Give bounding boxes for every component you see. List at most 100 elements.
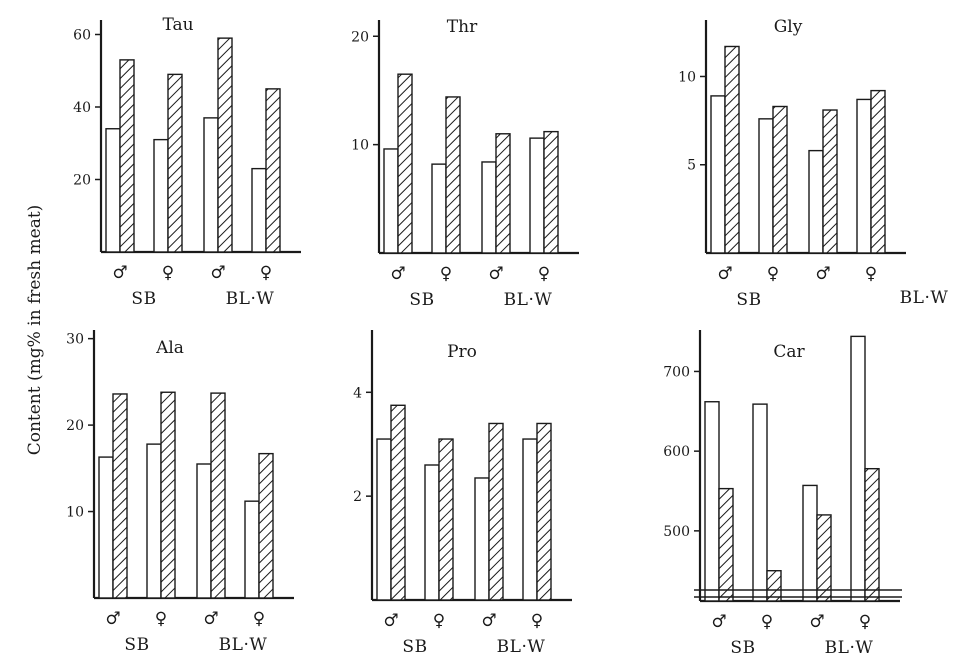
plain-bar-2 <box>424 464 440 601</box>
hatched-bar-4 <box>258 452 274 599</box>
y-tick-label: 2 <box>353 489 362 505</box>
female-symbol: ♀ <box>260 263 272 283</box>
y-axis-label: Content (mg% in fresh meat) <box>25 205 45 456</box>
group-label-sb: SB <box>131 289 156 309</box>
y-tick-label: 40 <box>73 100 91 116</box>
panel-title: Pro <box>447 342 477 362</box>
hatched-bar-1 <box>112 393 128 599</box>
plain-bar-3 <box>808 149 824 254</box>
y-tick-label: 4 <box>353 385 362 401</box>
hatched-bar-1 <box>119 59 135 253</box>
y-tick-label: 700 <box>663 364 690 380</box>
plain-bar-1 <box>98 456 114 599</box>
chart-panel-pro: Pro 2 4 ♂ ♀ ♂ ♀ SB BL·W <box>353 330 572 657</box>
plain-bar-1 <box>704 401 720 602</box>
group-label-sb: SB <box>730 638 755 658</box>
plain-bar-1 <box>710 95 726 254</box>
plain-bar-1 <box>105 128 121 253</box>
plain-bar-3 <box>203 117 219 253</box>
hatched-bar-4 <box>543 130 559 254</box>
female-symbol: ♀ <box>253 609 265 629</box>
hatched-bar-2 <box>772 105 788 254</box>
hatched-bar-2 <box>160 391 176 599</box>
group-label-blw: BL·W <box>226 289 275 309</box>
hatched-bar-2 <box>438 438 454 601</box>
plain-bar-2 <box>153 138 169 253</box>
y-tick-label: 500 <box>663 524 690 540</box>
chart-panel-thr: Thr 10 20 ♂ ♀ ♂ ♀ SB BL·W <box>351 17 579 310</box>
group-label-sb: SB <box>409 290 434 310</box>
plain-bar-3 <box>481 161 497 254</box>
panel-title: Gly <box>774 17 803 37</box>
group-label-blw: BL·W <box>497 637 546 657</box>
hatched-bar-4 <box>265 88 281 253</box>
male-symbol: ♂ <box>390 264 405 284</box>
y-tick-label: 20 <box>66 418 84 434</box>
female-symbol: ♀ <box>162 263 174 283</box>
y-tick-label: 10 <box>351 138 369 154</box>
male-symbol: ♂ <box>383 611 398 631</box>
plain-bar-3 <box>196 463 212 599</box>
male-symbol: ♂ <box>815 264 830 284</box>
plain-bar-3 <box>474 477 490 601</box>
plain-bar-2 <box>431 163 447 254</box>
female-symbol: ♀ <box>433 611 445 631</box>
plain-bar-4 <box>522 438 538 601</box>
y-tick-label: 10 <box>678 69 696 85</box>
chart-panel-car: Car 500 600 700 ♂ ♀ ♂ ♀ SB BL·W <box>663 330 902 658</box>
hatched-bar-1 <box>718 487 734 602</box>
y-tick-label: 20 <box>351 29 369 45</box>
female-symbol: ♀ <box>859 612 871 632</box>
male-symbol: ♂ <box>809 612 824 632</box>
panel-title: Tau <box>162 15 193 35</box>
hatched-bar-3 <box>495 133 511 254</box>
female-symbol: ♀ <box>538 264 550 284</box>
plain-bar-3 <box>802 484 818 602</box>
male-symbol: ♂ <box>105 609 120 629</box>
hatched-bar-4 <box>536 422 552 601</box>
female-symbol: ♀ <box>531 611 543 631</box>
female-symbol: ♀ <box>865 264 877 284</box>
group-label-sb: SB <box>736 290 761 310</box>
hatched-bar-3 <box>816 514 832 602</box>
hatched-bar-4 <box>870 89 886 254</box>
hatched-bar-3 <box>488 422 504 601</box>
panel-title: Thr <box>447 17 478 37</box>
y-tick-label: 600 <box>663 444 690 460</box>
group-label-blw: BL·W <box>825 638 874 658</box>
female-symbol: ♀ <box>767 264 779 284</box>
male-symbol: ♂ <box>711 612 726 632</box>
hatched-bar-1 <box>390 404 406 601</box>
plain-bar-4 <box>529 137 545 254</box>
female-symbol: ♀ <box>155 609 167 629</box>
hatched-bar-1 <box>724 45 740 254</box>
y-tick-label: 5 <box>687 158 696 174</box>
group-label-blw: BL·W <box>900 288 949 308</box>
y-tick-label: 10 <box>66 505 84 521</box>
chart-panel-gly: Gly 5 10 ♂ ♀ ♂ ♀ SB BL·W <box>678 17 948 310</box>
y-tick-label: 60 <box>73 28 91 44</box>
hatched-bar-3 <box>217 37 233 253</box>
chart-panel-ala: Ala 10 20 30 ♂ ♀ ♂ ♀ SB BL·W <box>66 330 294 655</box>
hatched-bar-4 <box>864 467 880 602</box>
hatched-bar-3 <box>210 392 226 599</box>
hatched-bar-1 <box>397 73 413 254</box>
female-symbol: ♀ <box>440 264 452 284</box>
male-symbol: ♂ <box>210 263 225 283</box>
y-tick-label: 20 <box>73 173 91 189</box>
hatched-bar-3 <box>822 109 838 254</box>
plain-bar-4 <box>251 167 267 253</box>
plain-bar-1 <box>383 148 399 254</box>
plain-bar-2 <box>752 403 768 602</box>
hatched-bar-2 <box>766 570 782 602</box>
male-symbol: ♂ <box>112 263 127 283</box>
male-symbol: ♂ <box>203 609 218 629</box>
plain-bar-4 <box>850 335 866 602</box>
hatched-bar-2 <box>445 96 461 254</box>
panel-title: Car <box>773 342 805 362</box>
plain-bar-2 <box>758 118 774 254</box>
chart-panel-tau: Tau 20 40 60 ♂ ♀ ♂ ♀ SB BL·W <box>73 15 301 309</box>
male-symbol: ♂ <box>488 264 503 284</box>
male-symbol: ♂ <box>717 264 732 284</box>
